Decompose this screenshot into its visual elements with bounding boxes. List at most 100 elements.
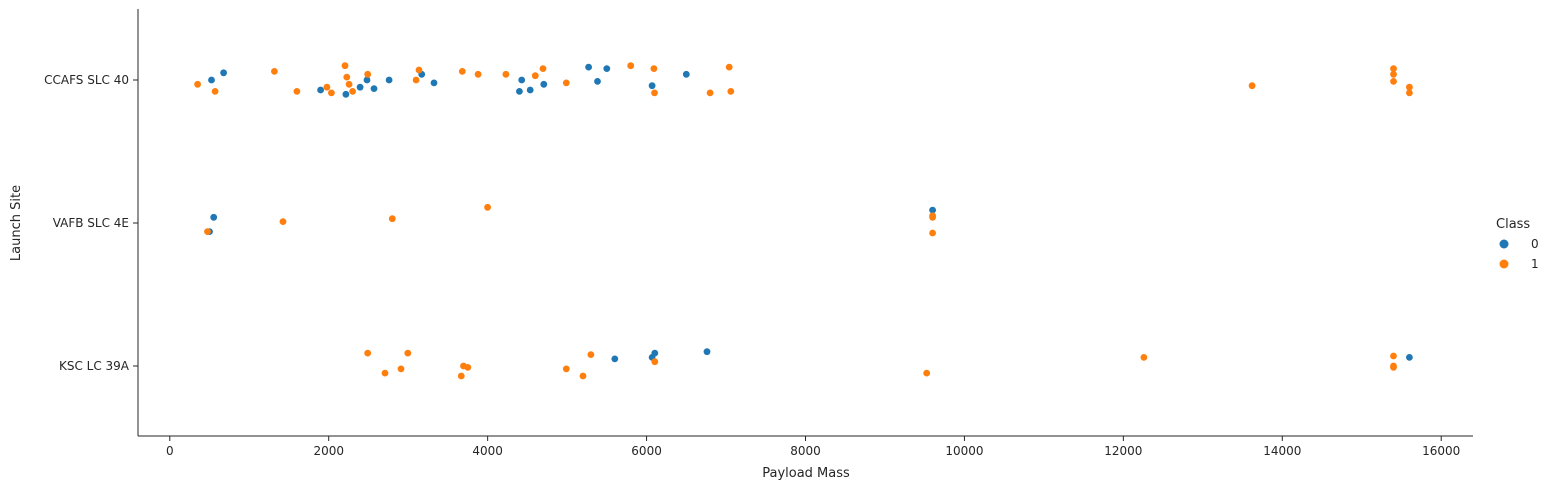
data-point-class-0 [703,348,711,356]
data-point-class-0 [585,63,592,71]
legend-label: 1 [1531,257,1539,271]
data-point-class-1 [1406,83,1413,91]
data-point-class-1 [531,72,539,80]
data-point-class-1 [457,372,465,380]
x-tick-label: 0 [166,444,174,458]
data-point-class-0 [518,76,526,84]
data-point-class-0 [210,213,218,221]
data-point-class-1 [651,358,659,366]
data-point-class-0 [603,65,611,72]
x-tick-label: 4000 [472,444,503,458]
data-point-class-1 [458,68,466,75]
y-tick-label: CCAFS SLC 40 [44,73,129,87]
data-point-class-1 [706,89,714,97]
data-point-class-1 [562,365,570,373]
data-point-class-1 [650,65,658,72]
data-point-class-0 [1406,354,1413,361]
data-point-class-1 [484,203,491,211]
data-point-class-1 [1390,352,1397,360]
data-point-class-1 [343,73,351,81]
data-point-class-1 [349,88,356,95]
data-point-class-0 [220,69,228,77]
y-tick-label: KSC LC 39A [59,359,130,373]
data-point-class-1 [364,70,372,78]
data-point-class-1 [562,79,570,87]
data-point-class-1 [727,88,735,95]
x-tick-label: 6000 [631,444,662,458]
data-point-class-0 [651,349,659,357]
data-point-class-0 [342,90,350,98]
data-point-class-1 [587,351,595,358]
legend-marker [1499,239,1509,249]
x-tick-label: 2000 [313,444,344,458]
data-point-class-1 [1390,78,1397,85]
data-point-class-1 [502,70,510,78]
y-axis: CCAFS SLC 40 VAFB SLC 4E KSC LC 39A [44,73,138,373]
data-point-class-1 [345,80,353,88]
data-point-class-1 [929,213,936,221]
data-point-class-1 [627,62,635,70]
data-point-class-1 [341,62,349,70]
data-point-class-1 [1406,89,1413,97]
data-point-class-1 [1390,364,1397,371]
data-point-class-0 [317,86,324,94]
data-point-class-0 [526,86,534,94]
data-point-class-1 [651,89,658,97]
data-point-class-1 [211,88,219,95]
data-point-class-0 [363,76,371,84]
data-point-class-1 [464,364,472,371]
data-point-class-0 [682,70,690,78]
data-point-class-1 [293,88,301,95]
data-point-class-0 [516,88,523,95]
x-tick-label: 10000 [945,444,983,458]
data-point-class-1 [412,76,420,84]
data-point-class-0 [356,83,364,91]
points-layer [194,62,1413,380]
data-point-class-1 [1390,65,1397,72]
data-point-class-1 [279,218,287,226]
x-tick-label: 12000 [1104,444,1142,458]
plot-area [137,9,1473,437]
data-point-class-0 [594,78,601,85]
data-point-class-0 [611,355,619,363]
x-axis-label: Payload Mass [762,466,850,481]
data-point-class-0 [648,82,656,90]
data-point-class-1 [194,80,202,88]
legend: Class 0 1 [1496,217,1539,271]
legend-label: 0 [1531,237,1539,251]
data-point-class-1 [1140,354,1148,361]
data-point-class-1 [364,349,372,357]
data-point-class-1 [397,365,405,373]
data-point-class-1 [328,89,335,97]
data-point-class-1 [381,369,389,377]
data-point-class-0 [430,79,438,87]
legend-marker [1499,259,1509,269]
y-axis-label: Launch Site [9,185,24,261]
data-point-class-1 [539,65,547,72]
data-point-class-1 [323,83,331,91]
data-point-class-0 [370,85,378,92]
data-point-class-1 [415,66,423,74]
x-tick-label: 14000 [1263,444,1301,458]
data-point-class-1 [1390,70,1397,78]
data-point-class-0 [929,206,936,214]
data-point-class-1 [404,349,412,357]
x-tick-label: 8000 [790,444,821,458]
data-point-class-0 [540,80,548,88]
data-point-class-1 [271,68,278,75]
legend-title: Class [1496,217,1530,232]
data-point-class-1 [388,215,396,223]
y-tick-label: VAFB SLC 4E [53,216,129,230]
data-point-class-1 [474,70,482,78]
data-point-class-1 [923,369,931,377]
data-point-class-1 [204,228,211,236]
data-point-class-1 [579,372,587,380]
data-point-class-1 [725,63,733,71]
data-point-class-1 [1248,82,1256,90]
data-point-class-1 [929,229,936,237]
data-point-class-0 [385,76,393,84]
x-tick-label: 16000 [1422,444,1460,458]
data-point-class-0 [208,76,215,84]
